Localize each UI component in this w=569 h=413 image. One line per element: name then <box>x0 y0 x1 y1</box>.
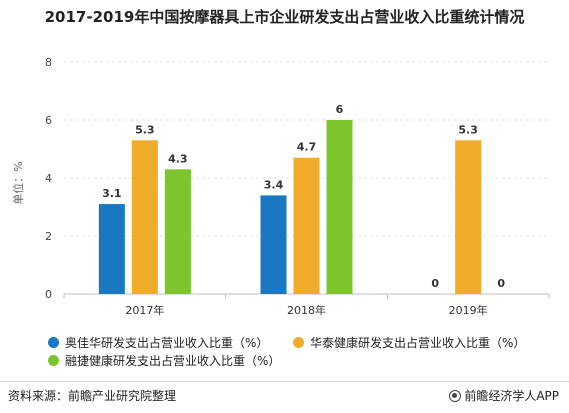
legend-item-series-3: 融捷健康研发支出占营业收入比重（%） <box>48 352 280 369</box>
data-label: 0 <box>431 277 439 290</box>
bar <box>260 195 287 294</box>
data-label: 5.3 <box>135 123 155 136</box>
bar <box>326 120 353 294</box>
legend-label-series-3: 融捷健康研发支出占营业收入比重（%） <box>65 354 281 368</box>
x-tick-label: 2017年 <box>125 303 164 317</box>
footer-brand-label: 前瞻经济学人APP <box>464 389 559 403</box>
data-label: 4.3 <box>168 152 188 165</box>
y-tick-label: 6 <box>45 114 52 127</box>
y-tick-label: 2 <box>45 230 52 243</box>
bar <box>131 140 158 294</box>
data-label: 6 <box>336 103 344 116</box>
bar <box>98 204 125 294</box>
footer-source: 资料来源：前瞻产业研究院整理 <box>8 389 177 403</box>
bar <box>293 157 320 294</box>
data-label: 4.7 <box>297 141 317 154</box>
legend-label-series-2: 华泰健康研发支出占营业收入比重（%） <box>310 336 526 350</box>
bar <box>164 169 191 294</box>
legend-item-series-2: 华泰健康研发支出占营业收入比重（%） <box>293 334 525 351</box>
footer-divider <box>0 381 569 382</box>
y-tick-layer: 0 2 4 6 8 <box>45 56 52 301</box>
legend-label-series-1: 奥佳华研发支出占营业收入比重（%） <box>65 336 269 350</box>
legend-item-series-1: 奥佳华研发支出占营业收入比重（%） <box>48 334 268 351</box>
footer-brand: 前瞻经济学人APP <box>449 387 559 404</box>
data-label: 3.4 <box>264 178 284 191</box>
legend-swatch-series-1 <box>48 337 59 348</box>
y-tick-label: 8 <box>45 56 52 69</box>
chart-title: 2017-2019年中国按摩器具上市企业研发支出占营业收入比重统计情况 <box>44 8 525 26</box>
y-tick-label: 0 <box>45 288 52 301</box>
data-label: 0 <box>497 277 505 290</box>
y-tick-label: 4 <box>45 172 52 185</box>
bar <box>455 140 482 294</box>
x-tick-layer: 2017年 2018年 2019年 <box>63 294 550 317</box>
x-tick-label: 2018年 <box>287 303 326 317</box>
data-label-layer: 3.1 5.3 4.3 3.4 4.7 6 0 5.3 0 <box>102 103 505 290</box>
data-label: 3.1 <box>102 187 122 200</box>
brand-logo-icon <box>449 389 462 402</box>
x-tick-label: 2019年 <box>449 303 488 317</box>
bar-layer <box>98 120 482 294</box>
data-label: 5.3 <box>458 123 478 136</box>
legend-swatch-series-3 <box>48 355 59 366</box>
legend-swatch-series-2 <box>293 337 304 348</box>
y-axis-label: 单位：% <box>11 161 25 204</box>
